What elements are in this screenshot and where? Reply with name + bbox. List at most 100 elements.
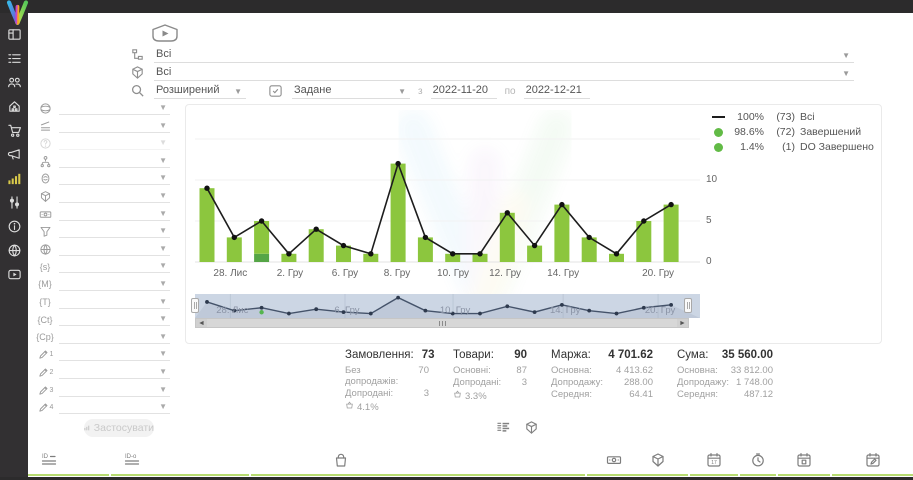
table-header-calendar-box[interactable] — [778, 450, 830, 476]
left-filter-select[interactable]: ▼ — [59, 101, 170, 115]
sidebar-item-store[interactable] — [6, 98, 22, 114]
chevron-down-icon: ▼ — [159, 331, 167, 341]
left-filter-select[interactable]: ▼ — [59, 119, 170, 133]
left-filter-select[interactable]: ▼ — [59, 171, 170, 186]
table-header-id-o-lines[interactable]: ID-o — [111, 450, 249, 476]
stat-column: Маржа: 4 701.62 Основна: 4 413.62 Допродажу:… — [551, 349, 653, 413]
chevron-down-icon: ▼ — [159, 349, 167, 359]
left-filter-select[interactable]: ▼ — [59, 347, 170, 362]
left-filter-select[interactable]: ▼ — [59, 154, 170, 168]
table-header-calendar-edit[interactable] — [832, 450, 913, 476]
scrollbar-grip[interactable] — [438, 320, 446, 326]
app-logo-icon[interactable] — [4, 0, 31, 27]
video-badge-icon[interactable] — [149, 23, 181, 44]
sidebar-item-sliders[interactable] — [6, 194, 22, 210]
left-filter-select[interactable]: ▼ — [59, 189, 170, 203]
product-filter-select[interactable]: Всі ▼ — [154, 66, 854, 81]
sidebar-item-megaphone[interactable] — [6, 146, 22, 162]
status-filter-select[interactable]: Всі ▼ — [154, 48, 854, 63]
orders-chart[interactable] — [195, 114, 700, 266]
search-icon[interactable] — [130, 83, 146, 99]
legend-percent: 1.4% — [740, 141, 764, 153]
sidebar-item-video[interactable] — [6, 266, 22, 282]
stat-title-row: Товари: 90 — [453, 349, 527, 361]
table-header-bag[interactable] — [251, 450, 585, 476]
left-filter-row: 4 ▼ — [36, 399, 170, 415]
brace-badge: {Ct} — [37, 314, 53, 325]
sidebar-item-list[interactable] — [6, 50, 22, 66]
left-filter-select[interactable]: ▼ — [59, 259, 170, 274]
left-filter-select[interactable]: ▼ — [59, 365, 170, 379]
stat-sub-value: 487.12 — [743, 389, 773, 400]
legend-percent: 100% — [737, 111, 764, 123]
navigator-right-handle[interactable] — [684, 298, 692, 313]
legend-name: DO Завершено — [800, 141, 874, 153]
legend-item[interactable]: 1.4% (1) DO Завершено — [712, 141, 874, 153]
stats-list-icon[interactable] — [496, 420, 511, 440]
date-from-input[interactable]: 2022-11-20 — [430, 84, 497, 99]
scroll-left-button[interactable]: ◄ — [196, 319, 207, 327]
legend-item[interactable]: 98.6% (72) Завершений — [712, 126, 874, 138]
left-filter-select[interactable]: ▼ — [59, 312, 170, 327]
left-filter-row: {M} ▼ — [36, 276, 170, 291]
stat-sub-row: Допродані: 3 — [345, 388, 429, 399]
sidebar-item-users[interactable] — [6, 74, 22, 90]
scroll-right-button[interactable]: ► — [677, 319, 688, 327]
y-tick-label: 10 — [706, 174, 718, 185]
table-header-banknote[interactable] — [587, 450, 640, 476]
chevron-down-icon: ▼ — [159, 243, 167, 253]
sidebar-item-cart[interactable] — [6, 122, 22, 138]
left-filter-select[interactable]: ▼ — [59, 207, 170, 221]
date-to-input[interactable]: 2022-12-21 — [523, 84, 590, 99]
filter-row-product: Всі ▼ — [130, 64, 854, 81]
svg-text:ID: ID — [42, 454, 49, 460]
stat-sub-label: Основні: — [453, 365, 491, 376]
search-mode-select[interactable]: Розширений ▼ — [154, 84, 246, 99]
sidebar-item-bar-chart[interactable] — [6, 170, 22, 186]
left-filter-select[interactable]: ▼ — [59, 383, 170, 397]
package-icon[interactable] — [524, 420, 539, 440]
chevron-down-icon: ▼ — [842, 69, 850, 78]
filter-row-status: Всі ▼ — [130, 46, 854, 63]
left-filter-select[interactable]: ▼ — [59, 224, 170, 239]
left-filter-select[interactable]: ▼ — [59, 277, 170, 291]
legend-item[interactable]: 100% (73) Всі — [712, 111, 874, 123]
stat-sub-label: Основна: — [551, 365, 592, 376]
stat-sub-row: Основна: 33 812.00 — [677, 365, 773, 376]
stat-sub-label: Допродані: — [453, 377, 502, 388]
stat-title: Товари: — [453, 349, 494, 361]
sidebar-item-globe[interactable] — [6, 242, 22, 258]
status-filter-value: Всі — [156, 48, 172, 60]
table-header-clock[interactable] — [740, 450, 776, 476]
left-filter-row: ▼ — [36, 188, 170, 203]
x-tick-label: 14. Гру — [547, 268, 580, 279]
chart-navigator[interactable] — [195, 294, 700, 318]
y-tick-label: 5 — [706, 215, 712, 226]
apply-button[interactable]: Застосувати — [84, 419, 154, 437]
package-icon — [36, 190, 54, 203]
banknote-icon — [36, 208, 54, 221]
left-filter-select[interactable]: ▼ — [59, 295, 170, 309]
table-header-package[interactable] — [628, 450, 688, 476]
legend-count: (1) — [782, 141, 795, 153]
left-filter-select[interactable]: ▼ — [59, 400, 170, 415]
navigator-scrollbar[interactable]: ◄ ► — [195, 318, 689, 328]
legend-percent: 98.6% — [734, 126, 764, 138]
upsell-percent-row: 4.1% — [345, 401, 429, 413]
left-filter-select[interactable]: ▼ — [59, 330, 170, 344]
stat-sub-row: Середня: 64.41 — [551, 389, 653, 400]
navigator-left-handle[interactable] — [191, 298, 199, 313]
upsell-percent-value: 4.1% — [357, 401, 379, 413]
sidebar-item-info[interactable] — [6, 218, 22, 234]
bottom-window-bar — [0, 477, 913, 480]
sidebar-item-dashboard[interactable] — [6, 26, 22, 42]
table-header-id-lines[interactable]: ID — [28, 450, 109, 476]
period-type-select[interactable]: Задане ▼ — [292, 84, 410, 99]
id-lines-icon: ID — [41, 452, 57, 473]
legend-dot-swatch — [712, 142, 725, 152]
chevron-down-icon: ▼ — [159, 314, 167, 324]
stat-sub-value: 64.41 — [629, 389, 653, 400]
legend-count: (73) — [776, 111, 795, 123]
table-header-calendar[interactable]: 17 — [690, 450, 738, 476]
left-filter-select[interactable]: ▼ — [59, 242, 170, 256]
